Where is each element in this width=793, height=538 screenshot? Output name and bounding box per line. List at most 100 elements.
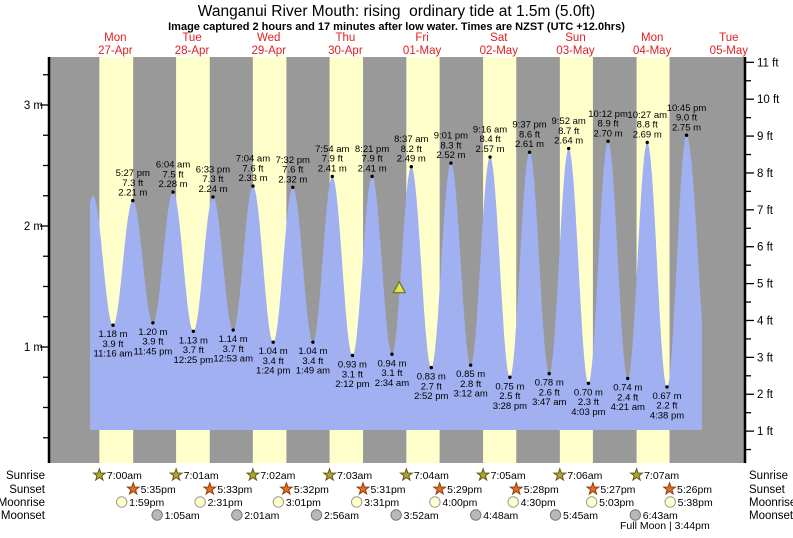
svg-text:3:47 am: 3:47 am bbox=[532, 397, 566, 408]
low-tide-dot bbox=[271, 340, 275, 344]
sunrise-star-icon bbox=[168, 467, 184, 482]
right-axis-tick-label: 10 ft bbox=[757, 94, 780, 106]
moonset-circle-icon bbox=[629, 509, 641, 521]
astro-time: 1:59pm bbox=[129, 497, 164, 509]
svg-text:2:34 am: 2:34 am bbox=[375, 378, 409, 389]
svg-text:7.3 ft: 7.3 ft bbox=[122, 178, 143, 189]
astro-time: 5:03pm bbox=[599, 497, 634, 509]
svg-text:9:37 pm: 9:37 pm bbox=[512, 120, 546, 131]
svg-text:11:16 am: 11:16 am bbox=[94, 349, 133, 360]
low-tide-dot bbox=[665, 385, 669, 389]
low-tide-dot bbox=[311, 340, 315, 344]
high-tide-dot bbox=[566, 146, 571, 151]
svg-text:1:49 am: 1:49 am bbox=[296, 366, 330, 377]
sunset-star-icon bbox=[585, 481, 601, 496]
astro-time: 7:05am bbox=[491, 470, 526, 482]
low-tide-dot bbox=[508, 375, 512, 379]
right-axis-tick-label: 6 ft bbox=[757, 242, 774, 254]
svg-text:7:54 am: 7:54 am bbox=[315, 144, 349, 155]
svg-text:2.2 ft: 2.2 ft bbox=[656, 401, 677, 412]
astro-time: 5:28pm bbox=[524, 484, 559, 496]
low-tide-label: 0.94 m3.1 ft2:34 am bbox=[375, 352, 409, 389]
svg-text:0.67 m: 0.67 m bbox=[652, 391, 681, 402]
moonset-circle-icon bbox=[470, 509, 482, 521]
svg-text:2.41 m: 2.41 m bbox=[358, 163, 387, 174]
astro-time: 7:04am bbox=[414, 470, 449, 482]
astro-time: 5:29pm bbox=[447, 484, 482, 496]
svg-text:1.20 m: 1.20 m bbox=[138, 327, 167, 338]
svg-text:2.64 m: 2.64 m bbox=[554, 136, 583, 147]
svg-text:3.9 ft: 3.9 ft bbox=[102, 339, 123, 350]
svg-text:4:21 am: 4:21 am bbox=[611, 402, 645, 413]
astro-time: 4:48am bbox=[483, 510, 518, 522]
svg-text:4:03 pm: 4:03 pm bbox=[571, 407, 605, 418]
moonset-circle-icon bbox=[549, 509, 562, 521]
svg-text:3.9 ft: 3.9 ft bbox=[142, 337, 163, 348]
moonrise-circle-icon bbox=[272, 496, 285, 508]
low-tide-dot bbox=[626, 376, 630, 381]
svg-text:2.7 ft: 2.7 ft bbox=[421, 381, 442, 392]
day-name: Mon bbox=[641, 32, 663, 44]
astro-row-sunrise: Sunrise Sunrise 7:00am 7:01am 7:02am 7:03am 7:… bbox=[6, 467, 788, 482]
svg-text:9:52 am: 9:52 am bbox=[552, 116, 586, 127]
right-axis-tick-label: 11 ft bbox=[757, 57, 779, 69]
astro-time: 3:01pm bbox=[286, 497, 321, 509]
left-axis-tick-label: 3 m bbox=[24, 100, 43, 112]
svg-text:7:32 pm: 7:32 pm bbox=[276, 155, 310, 166]
high-tide-label: 10:27 am8.8 ft2.69 m bbox=[627, 110, 667, 145]
day-name: Tue bbox=[182, 32, 201, 44]
high-tide-label: 9:01 pm8.3 ft2.52 m bbox=[434, 131, 468, 165]
svg-text:8.2 ft: 8.2 ft bbox=[401, 144, 422, 155]
right-axis-tick-label: 1 ft bbox=[757, 426, 774, 438]
low-tide-dot bbox=[231, 328, 235, 332]
high-tide-dot bbox=[251, 184, 255, 188]
moonrise-circle-icon bbox=[115, 496, 128, 508]
astro-time: 7:01am bbox=[184, 470, 219, 482]
day-name: Mon bbox=[104, 32, 126, 44]
svg-text:2.4 ft: 2.4 ft bbox=[617, 392, 638, 403]
svg-text:2.61 m: 2.61 m bbox=[515, 139, 544, 150]
astro-row-label-left: Sunrise bbox=[6, 470, 45, 482]
right-axis-tick-label: 2 ft bbox=[757, 389, 774, 401]
low-tide-label: 0.83 m2.7 ft2:52 pm bbox=[414, 365, 449, 402]
high-tide-label: 9:52 am8.7 ft2.64 m bbox=[552, 116, 586, 151]
svg-text:12:53 am: 12:53 am bbox=[213, 354, 253, 365]
moonset-circle-icon bbox=[310, 509, 323, 521]
low-tide-label: 0.85 m2.8 ft3:12 am bbox=[454, 363, 488, 400]
moon-phase-note: Full Moon | 3:44pm bbox=[620, 520, 710, 532]
svg-text:5:27 pm: 5:27 pm bbox=[116, 168, 150, 179]
svg-text:3:12 am: 3:12 am bbox=[454, 389, 488, 400]
low-tide-dot bbox=[547, 371, 551, 376]
astro-time: 7:03am bbox=[337, 470, 372, 482]
svg-text:2.28 m: 2.28 m bbox=[159, 179, 188, 190]
svg-text:12:25 pm: 12:25 pm bbox=[174, 355, 214, 366]
high-tide-dot bbox=[211, 195, 215, 199]
high-tide-label: 9:16 am8.4 ft2.57 m bbox=[473, 125, 507, 159]
astro-row-label-right: Moonset bbox=[749, 510, 793, 522]
high-tide-label: 10:12 pm8.9 ft2.70 m bbox=[588, 109, 628, 143]
low-tide-label: 1.04 m3.4 ft1:24 pm bbox=[256, 340, 290, 377]
low-tide-label: 0.70 m2.3 ft4:03 pm bbox=[571, 381, 606, 418]
day-date: 05-May bbox=[710, 45, 749, 57]
astro-time: 7:00am bbox=[107, 470, 142, 482]
svg-text:1.14 m: 1.14 m bbox=[219, 334, 248, 345]
sunrise-star-icon bbox=[245, 467, 261, 482]
astro-time: 5:26pm bbox=[677, 484, 712, 496]
svg-text:7.3 ft: 7.3 ft bbox=[202, 174, 223, 185]
svg-text:3.4 ft: 3.4 ft bbox=[302, 356, 323, 367]
high-tide-label: 6:04 am7.5 ft2.28 m bbox=[156, 160, 190, 194]
right-axis-tick-label: 4 ft bbox=[757, 315, 774, 327]
astro-row-moonset: Moonset Moonset 1:05am 2:01am 2:56am 3:52am 4:… bbox=[1, 509, 793, 522]
day-date: 30-Apr bbox=[328, 45, 363, 57]
low-tide-label: 0.78 m2.6 ft3:47 am bbox=[532, 371, 566, 408]
high-tide-dot bbox=[684, 133, 689, 137]
high-tide-dot bbox=[527, 150, 532, 154]
svg-text:4:38 pm: 4:38 pm bbox=[650, 410, 684, 421]
